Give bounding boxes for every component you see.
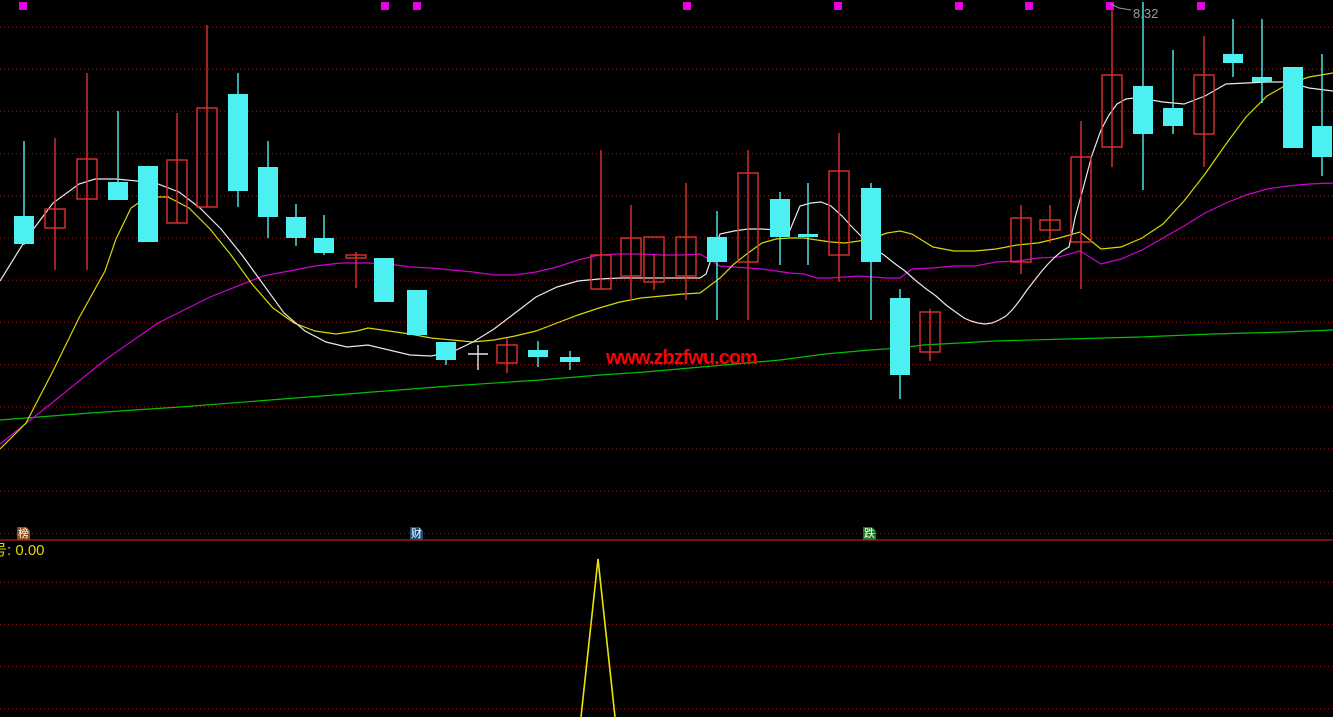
svg-text:跌: 跌 — [864, 526, 875, 540]
svg-text:8.32: 8.32 — [1133, 6, 1158, 21]
svg-text:财: 财 — [411, 526, 422, 540]
svg-text:榜: 榜 — [18, 526, 29, 540]
svg-text:www.zbzfwu.com: www.zbzfwu.com — [605, 347, 757, 369]
svg-text:号: 0.00: 号: 0.00 — [0, 542, 45, 559]
